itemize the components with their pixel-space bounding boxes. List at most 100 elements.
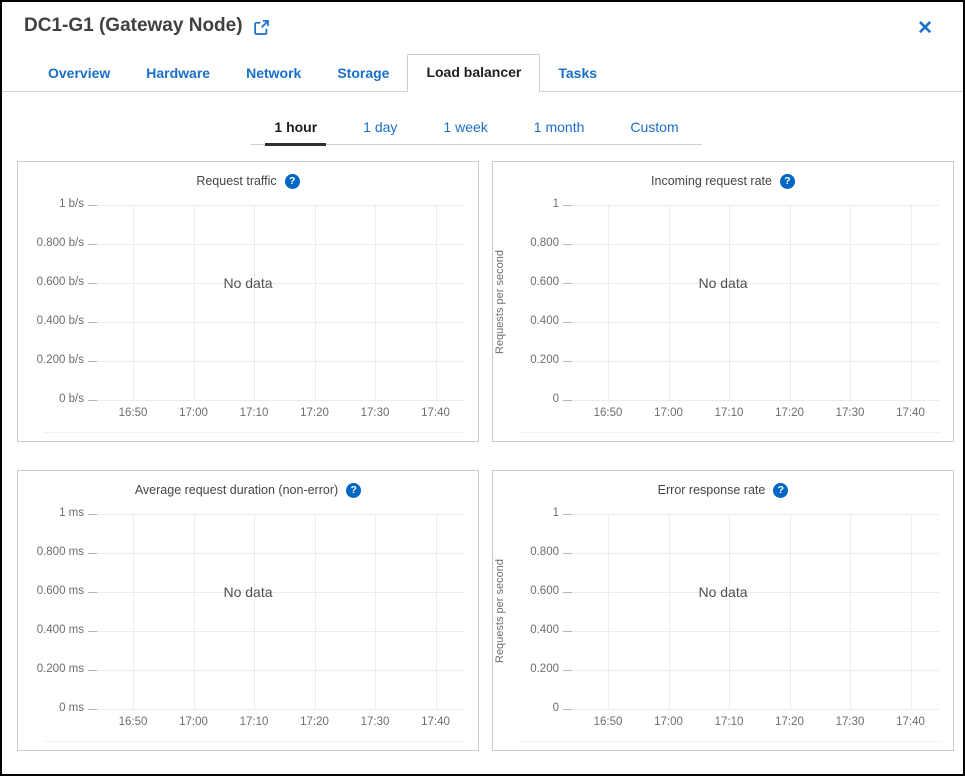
x-tick-label: 17:20 <box>775 716 804 728</box>
tab-hardware[interactable]: Hardware <box>146 65 211 81</box>
y-tick-mark <box>88 322 97 323</box>
horizontal-gridline <box>88 205 464 206</box>
page-title: DC1-G1 (Gateway Node) <box>24 15 270 37</box>
y-tick-label: 0 <box>552 702 559 714</box>
y-tick-mark <box>88 592 97 593</box>
x-tick-label: 17:30 <box>835 407 865 419</box>
external-link-icon[interactable] <box>253 19 270 36</box>
chart-title: Error response rate ? <box>493 482 953 498</box>
y-tick-label: 0.400 ms <box>36 624 84 636</box>
y-tick-label: 0 <box>552 393 559 405</box>
y-tick-mark <box>88 709 97 710</box>
vertical-gridline <box>910 205 912 400</box>
y-tick-mark <box>563 361 572 362</box>
close-icon[interactable]: ✕ <box>917 18 933 39</box>
vertical-gridline <box>729 514 730 709</box>
x-tick-label: 17:10 <box>714 716 744 728</box>
time-range-1-week[interactable]: 1 week <box>443 119 488 135</box>
y-tick-mark <box>563 592 572 593</box>
vertical-gridline <box>850 205 851 400</box>
y-tick-label: 0.800 <box>530 546 559 558</box>
x-tick-label: 17:30 <box>835 716 865 728</box>
x-tick-label: 16:50 <box>593 716 623 728</box>
chart-panel-incoming-request-rate: Incoming request rate ? Requests per sec… <box>492 161 954 442</box>
y-tick-label: 0.600 b/s <box>36 276 84 288</box>
tab-tasks[interactable]: Tasks <box>558 65 598 81</box>
horizontal-gridline <box>563 361 939 362</box>
y-tick-label: 0.400 <box>530 624 559 636</box>
y-tick-label: 0.600 ms <box>36 585 84 597</box>
x-tick-label: 17:00 <box>179 716 208 728</box>
tab-bar: Overview Hardware Network Storage Load b… <box>2 54 963 92</box>
x-tick-label: 17:40 <box>896 407 925 419</box>
y-tick-mark <box>563 283 572 284</box>
vertical-gridline <box>314 514 316 709</box>
horizontal-gridline <box>563 709 939 710</box>
no-data-message: No data <box>698 275 748 291</box>
horizontal-gridline <box>563 553 939 554</box>
chart-plot-area: 1 b/s 0.800 b/s 0.600 b/s 0.400 b/s 0.200 b/… <box>18 198 478 437</box>
time-range-1-day[interactable]: 1 day <box>363 119 398 135</box>
y-tick-mark <box>88 244 97 245</box>
tab-network[interactable]: Network <box>246 65 302 81</box>
vertical-gridline <box>910 514 912 709</box>
no-data-message: No data <box>698 584 748 600</box>
horizontal-gridline <box>563 205 939 206</box>
tab-storage[interactable]: Storage <box>337 65 390 81</box>
horizontal-gridline <box>88 400 464 401</box>
y-axis-label: Requests per second <box>494 559 506 664</box>
chart-footer-divider <box>44 432 466 433</box>
tab-overview[interactable]: Overview <box>48 65 111 81</box>
vertical-gridline <box>729 205 730 400</box>
horizontal-gridline <box>563 322 939 323</box>
x-tick-label: 17:10 <box>239 716 269 728</box>
y-tick-label: 0.400 b/s <box>36 315 84 327</box>
x-tick-label: 17:20 <box>300 407 329 419</box>
y-tick-mark <box>563 514 572 515</box>
x-tick-label: 17:20 <box>300 716 329 728</box>
y-tick-label: 0.800 ms <box>36 546 84 558</box>
y-tick-label: 0 ms <box>59 702 84 714</box>
horizontal-gridline <box>563 631 939 632</box>
time-range-1-hour[interactable]: 1 hour <box>265 113 327 146</box>
time-range-custom[interactable]: Custom <box>630 119 679 135</box>
horizontal-gridline <box>88 361 464 362</box>
x-tick-label: 16:50 <box>593 407 623 419</box>
y-tick-mark <box>563 322 572 323</box>
y-tick-mark <box>563 553 572 554</box>
vertical-gridline <box>850 514 851 709</box>
x-tick-label: 16:50 <box>118 407 148 419</box>
tab-load-balancer[interactable]: Load balancer <box>407 54 541 92</box>
x-tick-label: 17:30 <box>360 407 390 419</box>
chart-plot-area: 1 ms 0.800 ms 0.600 ms 0.400 ms 0.200 ms 0 ms… <box>18 507 478 746</box>
vertical-gridline <box>133 514 134 709</box>
y-tick-mark <box>88 553 97 554</box>
help-icon[interactable]: ? <box>773 482 789 498</box>
help-icon[interactable]: ? <box>284 173 300 189</box>
y-tick-label: 0 b/s <box>59 393 84 405</box>
vertical-gridline <box>375 205 376 400</box>
dialog-header: DC1-G1 (Gateway Node) ✕ <box>2 2 963 42</box>
y-tick-mark <box>88 361 97 362</box>
chart-title-text: Incoming request rate <box>651 174 772 188</box>
y-tick-label: 0.200 b/s <box>36 354 84 366</box>
y-tick-mark <box>563 400 572 401</box>
chart-panel-request-traffic: Request traffic ? 1 b/s 0.800 b/s 0.600 b/… <box>17 161 479 442</box>
vertical-gridline <box>608 205 609 400</box>
no-data-message: No data <box>223 584 273 600</box>
horizontal-gridline <box>563 670 939 671</box>
x-tick-label: 17:30 <box>360 716 390 728</box>
help-icon[interactable]: ? <box>779 173 795 189</box>
y-tick-label: 0.800 <box>530 237 559 249</box>
y-tick-label: 0.200 <box>530 354 559 366</box>
x-tick-label: 17:10 <box>239 407 269 419</box>
x-tick-label: 17:40 <box>896 716 925 728</box>
y-tick-mark <box>88 400 97 401</box>
help-icon[interactable]: ? <box>346 482 362 498</box>
time-range-1-month[interactable]: 1 month <box>533 119 585 135</box>
y-tick-label: 1 b/s <box>59 198 84 210</box>
y-tick-mark <box>563 709 572 710</box>
vertical-gridline <box>668 205 670 400</box>
y-tick-label: 0.800 b/s <box>36 237 84 249</box>
chart-footer-divider <box>519 741 941 742</box>
